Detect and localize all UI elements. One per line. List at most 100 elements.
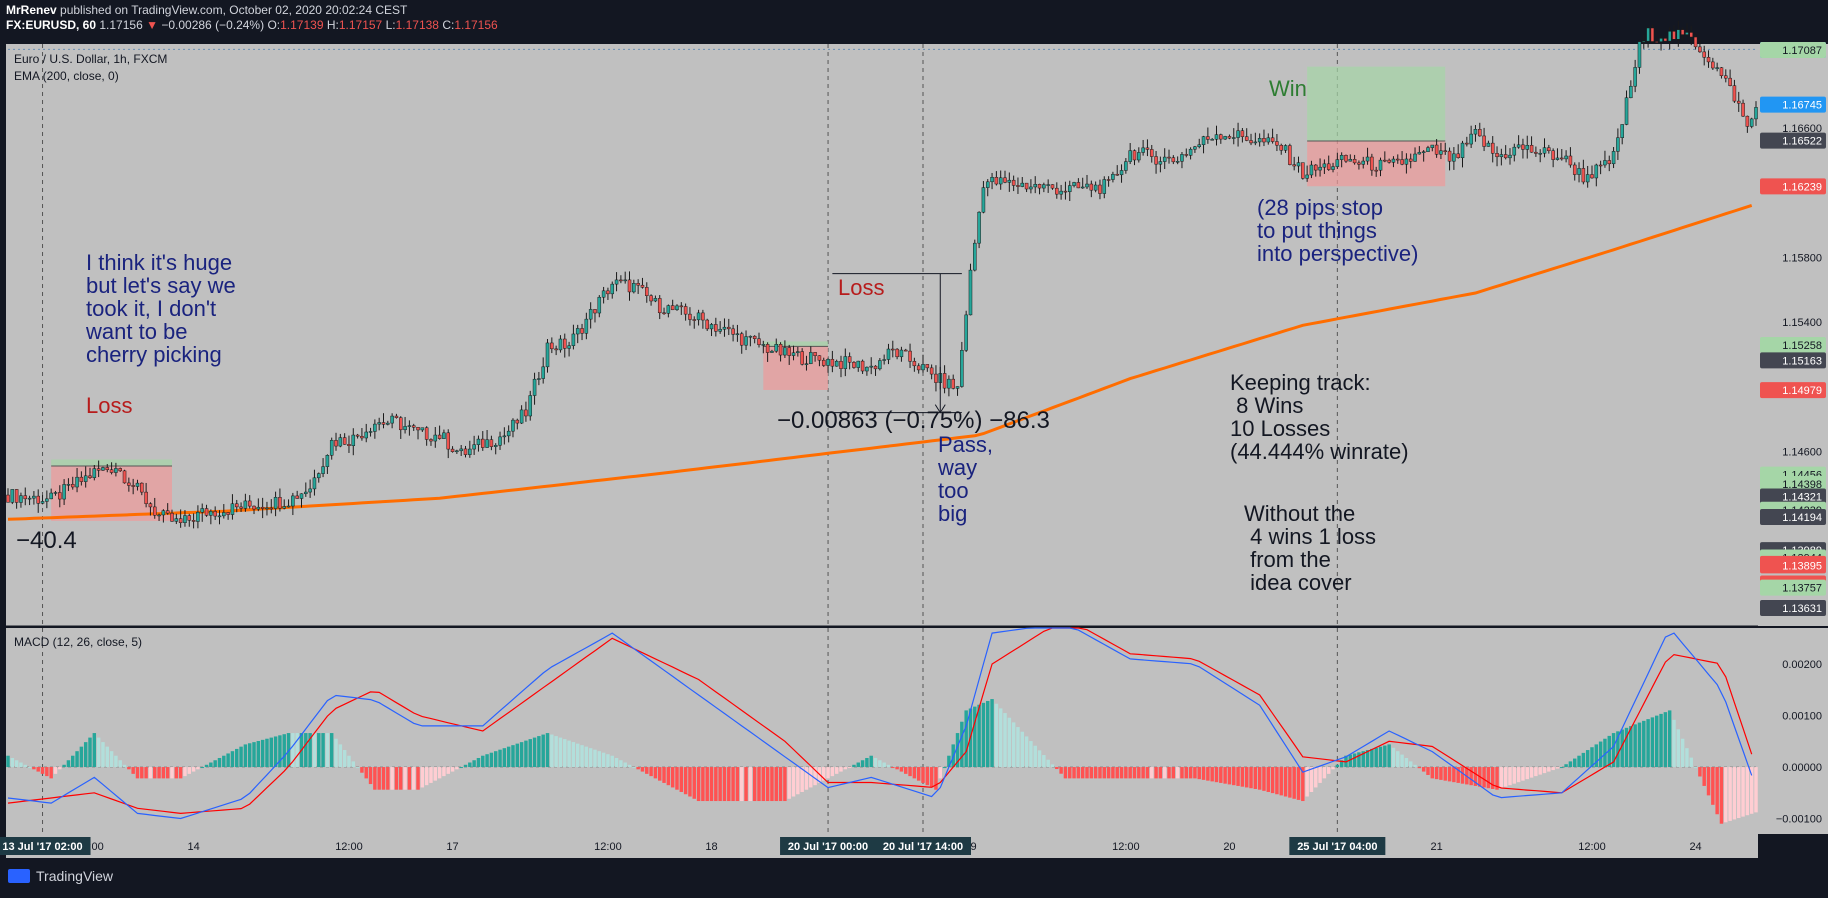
candle-body [981,187,986,213]
candle-body [942,373,947,389]
candle-body [53,492,58,494]
macd-histogram-bar [783,767,787,802]
macd-histogram-bar [40,767,45,774]
candle-body [334,440,338,447]
macd-histogram-bar [1184,767,1189,779]
candle-body [1719,67,1724,76]
time-tick-label: 12:00 [594,841,622,853]
candle-body [433,434,438,442]
macd-histogram-bar [1232,767,1236,786]
candle-body [209,511,213,516]
candle-body [580,328,584,334]
candle-body [243,500,248,509]
author-name[interactable]: MrRenev [6,3,57,17]
candle-body [1482,135,1486,147]
macd-histogram-bar [1283,767,1288,797]
macd-histogram-bar [1421,767,1426,772]
candle-body [1624,97,1629,125]
candle-body [912,361,917,367]
macd-histogram-bar [217,757,222,768]
price-pane[interactable] [6,44,1758,626]
candle-body [1085,183,1089,188]
macd-histogram-bar [1339,760,1344,768]
macd-histogram-bar [770,767,774,802]
macd-histogram-bar [1551,767,1555,771]
candle-body [1365,156,1370,162]
ema-legend[interactable]: EMA (200, close, 0) [14,69,119,83]
candle-body [1616,137,1620,152]
candle-body [252,505,256,510]
candle-body [355,434,360,437]
macd-histogram-bar [1326,767,1331,774]
macd-tick-label: 0.00200 [1782,659,1822,671]
candle-body [1555,157,1560,160]
series-legend[interactable]: Euro / U.S. Dollar, 1h, FXCM [14,52,168,66]
macd-histogram-bar [1555,767,1560,769]
candle-body [1197,144,1201,148]
candle-body [446,432,450,450]
candle-body [1486,142,1491,147]
macd-histogram-bar [295,733,299,768]
candle-body [1357,162,1361,165]
tradingview-logo[interactable]: TradingView [8,868,113,884]
macd-legend[interactable]: MACD (12, 26, close, 5) [14,635,143,649]
macd-histogram-bar [308,733,312,768]
macd-histogram-bar [498,749,502,768]
macd-histogram-bar [351,761,356,768]
candle-body [1590,174,1594,179]
macd-histogram-bar [1305,767,1309,797]
macd-histogram-bar [960,721,964,768]
macd-histogram-bar [709,767,714,802]
macd-histogram-bar [1171,767,1176,779]
candle-body [994,177,999,185]
candle-body [1741,102,1745,117]
price-tag [1760,509,1826,526]
candle-body [895,348,899,358]
macd-histogram-bar [58,767,62,770]
macd-histogram-bar [429,767,433,783]
macd-pane[interactable] [6,628,1758,834]
price-tick-label: 1.13895 [1782,560,1822,572]
candle-body [990,177,994,183]
price-tick-label: 1.16239 [1782,181,1822,193]
macd-histogram-bar [1240,767,1245,787]
candle-body [921,364,925,371]
candle-body [908,350,912,362]
macd-histogram-bar [27,767,32,769]
candle-body [230,503,235,515]
macd-histogram-bar [489,752,494,768]
macd-histogram-bar [1396,751,1400,768]
macd-histogram-bar [75,751,79,768]
candle-body [351,434,356,446]
macd-histogram-bar [1055,767,1059,770]
macd-histogram-bar [1486,767,1491,789]
candle-body [826,359,830,366]
macd-histogram-bar [1085,767,1089,779]
candle-body [1383,159,1387,162]
candle-body [183,515,187,523]
macd-histogram-bar [459,767,463,769]
candle-body [364,431,368,439]
candle-body [1749,118,1754,127]
candle-body [515,419,520,424]
candle-body [1003,177,1007,183]
macd-histogram-bar [191,767,196,772]
candle-body [1551,150,1555,160]
last-price: 1.17156 [99,18,143,32]
macd-histogram-bar [1370,748,1374,768]
macd-histogram-bar [645,767,649,774]
candle-body [1642,40,1646,43]
macd-histogram-bar [1050,764,1055,768]
candle-body [66,484,71,486]
price-tick-label: 1.15400 [1782,317,1822,329]
macd-histogram-bar [908,767,912,777]
macd-histogram-bar [657,767,662,781]
candle-body [1020,182,1025,187]
time-highlight-tag [780,837,877,855]
macd-histogram-bar [204,764,209,768]
candle-body [14,489,19,503]
symbol-label[interactable]: FX:EURUSD, 60 [6,18,97,32]
candle-body [563,338,567,349]
candle-body [1024,182,1029,190]
